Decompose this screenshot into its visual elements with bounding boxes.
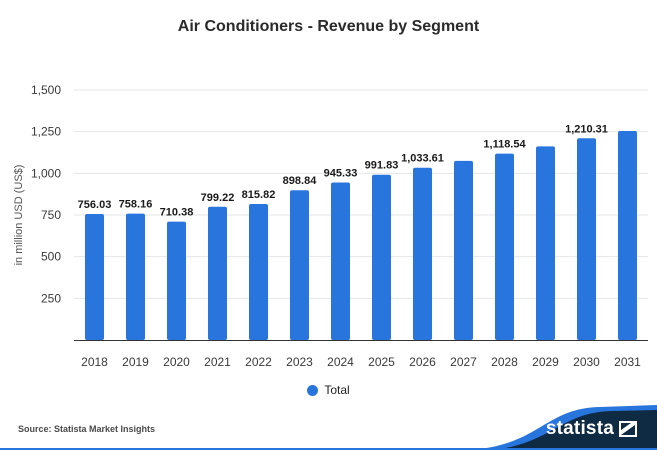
bar-2027[interactable]	[454, 160, 473, 340]
x-tick-label: 2026	[409, 355, 436, 369]
x-tick-label: 2024	[327, 355, 354, 369]
data-label-2025: 991.83	[365, 160, 399, 172]
gridlines	[74, 89, 648, 299]
x-axis-ticks: 2018 2019 2020 2021 2022 2023 2024 2025 2026 2027…	[81, 355, 641, 369]
data-labels: 756.03 758.16 710.38 799.22 815.82 898.84 945.…	[78, 123, 608, 218]
data-label-2018: 756.03	[78, 199, 112, 211]
x-tick-label: 2028	[491, 355, 518, 369]
bar-2019[interactable]	[126, 213, 145, 340]
y-tick-label: 750	[41, 208, 61, 222]
x-tick-label: 2031	[614, 355, 641, 369]
y-tick-label: 1,000	[31, 166, 61, 180]
bar-2022[interactable]	[249, 204, 268, 340]
y-tick-label: 1,250	[31, 125, 61, 139]
bar-2021[interactable]	[208, 206, 227, 340]
bar-2023[interactable]	[290, 190, 309, 340]
x-tick-label: 2027	[450, 355, 477, 369]
data-label-2021: 799.22	[201, 192, 235, 204]
data-label-2023: 898.84	[283, 175, 318, 187]
bar-chart: 250 500 750 1,000 1,250 1,500 in million USD …	[13, 83, 648, 369]
data-label-2024: 945.33	[324, 167, 358, 179]
x-tick-label: 2018	[81, 355, 108, 369]
x-tick-label: 2020	[163, 355, 190, 369]
footer-banner	[0, 405, 657, 450]
bar-2024[interactable]	[331, 182, 350, 340]
y-tick-label: 250	[41, 291, 61, 305]
bar-2018[interactable]	[85, 213, 104, 340]
x-tick-label: 2019	[122, 355, 149, 369]
x-tick-label: 2030	[573, 355, 600, 369]
x-tick-label: 2021	[204, 355, 231, 369]
bar-2020[interactable]	[167, 221, 186, 340]
x-tick-label: 2022	[245, 355, 272, 369]
data-label-2020: 710.38	[160, 207, 194, 219]
y-tick-label: 500	[41, 250, 61, 264]
data-label-2026: 1,033.61	[401, 153, 444, 165]
footer-bottom-line	[0, 448, 657, 450]
chart-title: Air Conditioners - Revenue by Segment	[177, 18, 480, 35]
footer: Source: Statista Market Insights statist…	[0, 405, 657, 450]
y-tick-label: 1,500	[31, 83, 61, 97]
bar-2025[interactable]	[372, 174, 391, 340]
y-axis-ticks: 250 500 750 1,000 1,250 1,500	[31, 83, 61, 305]
bars	[85, 131, 637, 340]
statista-logo-icon	[619, 421, 637, 437]
legend-label-total: Total	[324, 383, 350, 397]
statista-logo[interactable]: statista	[546, 418, 637, 440]
data-label-2022: 815.82	[242, 189, 276, 201]
x-tick-label: 2029	[532, 355, 559, 369]
data-label-2030: 1,210.31	[565, 123, 608, 135]
data-label-2019: 758.16	[119, 199, 153, 211]
bar-2029[interactable]	[536, 146, 555, 340]
data-label-2028: 1,118.54	[483, 139, 526, 151]
y-axis-label: in million USD (US$)	[13, 165, 25, 266]
source-note: Source: Statista Market Insights	[18, 424, 156, 434]
brand-name: statista	[545, 418, 614, 439]
legend: Total	[0, 383, 657, 397]
bar-2028[interactable]	[495, 153, 514, 340]
footer-wave-dark	[490, 410, 657, 450]
bar-2031[interactable]	[618, 131, 637, 340]
legend-marker-total	[307, 384, 319, 396]
x-tick-label: 2023	[286, 355, 313, 369]
bar-2026[interactable]	[413, 167, 432, 340]
x-tick-label: 2025	[368, 355, 395, 369]
bar-2030[interactable]	[577, 138, 596, 340]
